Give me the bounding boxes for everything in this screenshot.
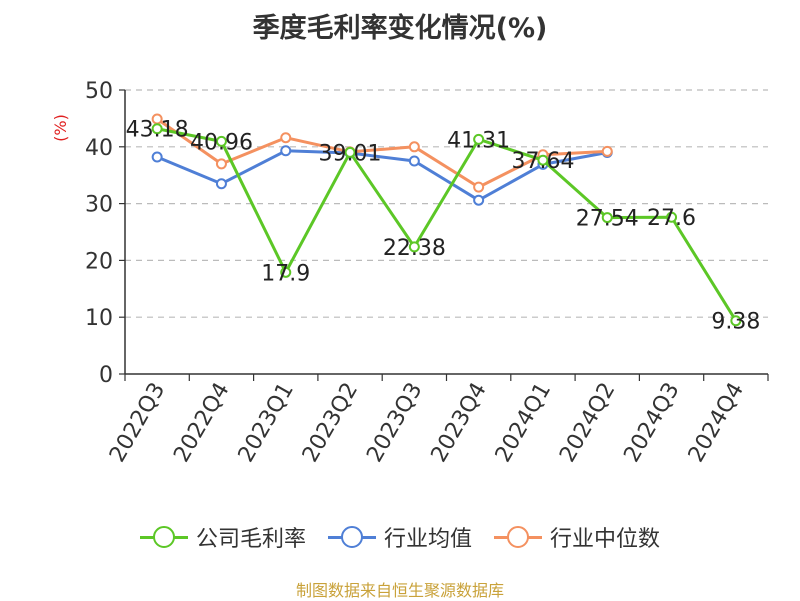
series-line bbox=[156, 149, 608, 202]
series-line bbox=[156, 117, 608, 189]
x-tick-label: 2023Q1 bbox=[234, 379, 299, 467]
source-note: 制图数据来自恒生聚源数据库 bbox=[295, 581, 504, 600]
data-point bbox=[601, 145, 613, 157]
data-label: 27.6 bbox=[647, 206, 696, 231]
data-label: 43.18 bbox=[126, 118, 189, 143]
data-label: 37.64 bbox=[511, 149, 574, 174]
data-point bbox=[280, 145, 292, 157]
data-point bbox=[666, 211, 678, 223]
data-label: 22.38 bbox=[383, 236, 446, 261]
data-point bbox=[408, 141, 420, 153]
y-tick-label: 0 bbox=[99, 363, 113, 388]
data-point bbox=[215, 178, 227, 190]
data-point bbox=[280, 132, 292, 144]
data-point bbox=[151, 123, 163, 135]
data-point bbox=[601, 212, 613, 224]
y-tick-label: 10 bbox=[85, 306, 113, 331]
legend-marker-icon bbox=[494, 525, 542, 549]
data-point bbox=[408, 241, 420, 253]
legend: 公司毛利率 行业均值 行业中位数 bbox=[0, 520, 800, 554]
y-axis-label: (%) bbox=[51, 114, 70, 142]
data-point bbox=[215, 135, 227, 147]
legend-item[interactable]: 行业中位数 bbox=[494, 521, 660, 553]
data-point bbox=[473, 194, 485, 206]
data-label: 40.96 bbox=[190, 130, 253, 155]
data-label: 17.9 bbox=[261, 261, 310, 286]
data-point bbox=[473, 181, 485, 193]
data-point bbox=[151, 151, 163, 163]
legend-label: 公司毛利率 bbox=[195, 527, 306, 552]
x-tick-label: 2023Q4 bbox=[427, 379, 492, 467]
data-label: 39.01 bbox=[319, 141, 382, 166]
x-tick-label: 2023Q2 bbox=[298, 379, 363, 467]
legend-label: 行业均值 bbox=[383, 527, 472, 552]
x-tick-label: 2022Q3 bbox=[105, 379, 170, 467]
x-tick-label: 2024Q2 bbox=[555, 379, 620, 467]
y-tick-label: 40 bbox=[85, 136, 113, 161]
chart-title: 季度毛利率变化情况(%) bbox=[252, 13, 548, 44]
data-point bbox=[215, 158, 227, 170]
legend-item[interactable]: 行业均值 bbox=[327, 521, 472, 553]
grid-lines bbox=[125, 89, 768, 318]
x-tick-label: 2022Q4 bbox=[169, 379, 234, 467]
data-label: 9.38 bbox=[711, 310, 760, 335]
legend-label: 行业中位数 bbox=[550, 527, 661, 552]
data-point bbox=[537, 154, 549, 166]
legend-marker-icon bbox=[327, 525, 376, 549]
data-point bbox=[473, 133, 485, 145]
x-tick-label: 2024Q4 bbox=[684, 379, 749, 467]
data-label: 41.31 bbox=[447, 128, 510, 153]
data-point bbox=[344, 146, 356, 158]
x-tick-label: 2024Q3 bbox=[619, 379, 684, 467]
data-point bbox=[730, 315, 742, 327]
data-label: 27.54 bbox=[576, 207, 639, 232]
legend-marker-icon bbox=[139, 525, 188, 549]
x-tick-label: 2023Q3 bbox=[362, 379, 427, 467]
data-point bbox=[408, 155, 420, 167]
y-tick-label: 50 bbox=[85, 79, 113, 104]
x-tick-label: 2024Q1 bbox=[491, 379, 556, 467]
series-line bbox=[156, 127, 738, 322]
y-tick-label: 20 bbox=[85, 249, 113, 274]
legend-item[interactable]: 公司毛利率 bbox=[139, 521, 306, 553]
y-tick-label: 30 bbox=[85, 193, 113, 218]
data-point bbox=[280, 266, 292, 278]
series-group bbox=[151, 113, 742, 327]
